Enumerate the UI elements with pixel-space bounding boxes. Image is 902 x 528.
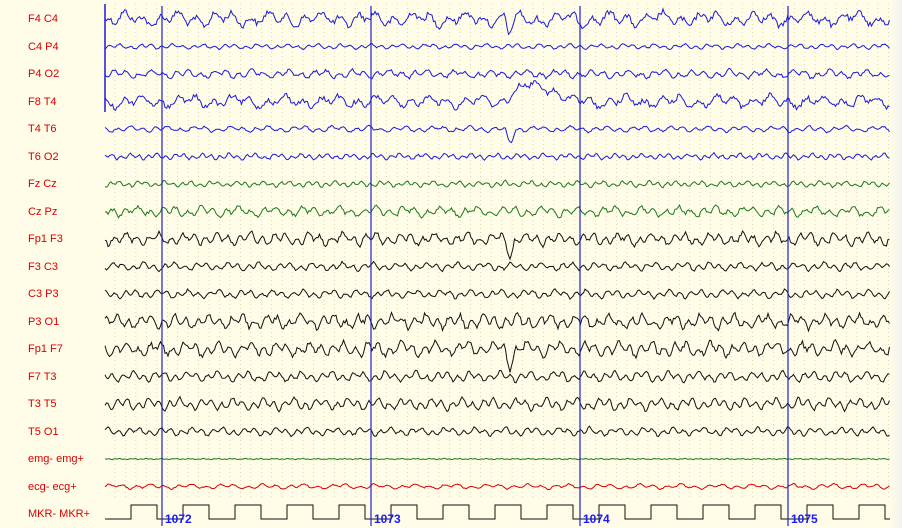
channel-trace bbox=[104, 229, 890, 261]
channel-trace bbox=[104, 369, 890, 384]
second-label: 1074 bbox=[583, 512, 610, 526]
channel-label[interactable]: emg- emg+ bbox=[28, 453, 84, 465]
channel-trace bbox=[104, 260, 890, 273]
channel-trace bbox=[104, 42, 890, 51]
channel-label[interactable]: P3 O1 bbox=[28, 315, 60, 328]
channel-label[interactable]: Fp1 F3 bbox=[28, 233, 63, 245]
channel-label[interactable]: T3 T5 bbox=[28, 398, 57, 410]
channel-trace bbox=[104, 395, 890, 413]
channel-label[interactable]: F4 C4 bbox=[28, 13, 58, 25]
channel-trace bbox=[104, 310, 890, 333]
second-label: 1073 bbox=[374, 512, 401, 526]
channel-trace bbox=[104, 288, 890, 301]
channel-label[interactable]: T4 T6 bbox=[28, 123, 57, 135]
channel-label-column: F4 C4 C4 P4 P4 O2 F8 T4 T4 T6 T6 O2 Fz Cz Cz Pz… bbox=[0, 0, 104, 528]
channel-label[interactable]: Fp1 F7 bbox=[28, 343, 63, 355]
channel-label[interactable]: F3 C3 bbox=[28, 260, 58, 273]
channel-trace bbox=[104, 203, 890, 219]
channel-label[interactable]: MKR- MKR+ bbox=[28, 508, 91, 520]
channel-trace bbox=[104, 179, 890, 189]
channel-trace bbox=[104, 482, 890, 491]
second-label: 1072 bbox=[165, 512, 192, 526]
channel-label[interactable]: C3 P3 bbox=[28, 288, 59, 300]
channel-label[interactable]: T6 O2 bbox=[28, 150, 59, 163]
channel-trace bbox=[104, 124, 890, 144]
channel-trace bbox=[104, 457, 890, 461]
channel-trace bbox=[104, 338, 890, 373]
channel-label[interactable]: Cz Pz bbox=[28, 205, 58, 218]
channel-label[interactable]: F7 T3 bbox=[28, 370, 57, 383]
channel-label[interactable]: Fz Cz bbox=[28, 178, 57, 190]
channel-trace bbox=[104, 67, 890, 81]
channel-trace bbox=[104, 80, 890, 112]
channel-label[interactable]: T5 O1 bbox=[28, 425, 59, 438]
channel-label[interactable]: F8 T4 bbox=[28, 95, 57, 108]
channel-label[interactable]: ecg- ecg+ bbox=[28, 480, 77, 493]
channel-trace bbox=[104, 425, 890, 438]
grid bbox=[114, 4, 889, 500]
second-label: 1075 bbox=[791, 512, 818, 526]
channel-trace bbox=[105, 504, 890, 520]
channel-label[interactable]: C4 P4 bbox=[28, 40, 59, 53]
channel-trace bbox=[104, 151, 890, 161]
channel-label[interactable]: P4 O2 bbox=[28, 68, 60, 80]
channel-trace bbox=[104, 7, 890, 36]
